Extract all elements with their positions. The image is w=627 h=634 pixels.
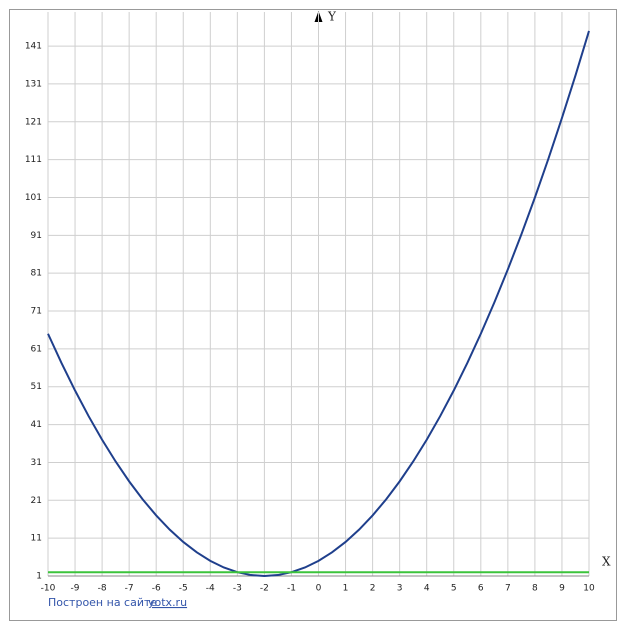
x-tick-label: 2 bbox=[370, 584, 376, 594]
x-tick-label: -9 bbox=[71, 584, 80, 594]
y-tick-label: 11 bbox=[31, 534, 42, 544]
x-axis-label: X bbox=[602, 555, 611, 569]
y-tick-label: 91 bbox=[31, 231, 42, 241]
curve bbox=[47, 30, 590, 578]
x-tick-label: 4 bbox=[424, 584, 430, 594]
x-tick-label: -10 bbox=[41, 584, 56, 594]
y-tick-label: 51 bbox=[31, 382, 42, 392]
y-tick-label: 41 bbox=[31, 420, 42, 430]
x-tick-label: -8 bbox=[98, 584, 107, 594]
y-tick-label: 121 bbox=[25, 117, 42, 127]
y-tick-label: 141 bbox=[25, 42, 42, 52]
footer-text: Построен на сайте bbox=[48, 596, 157, 609]
x-tick-label: 0 bbox=[316, 584, 322, 594]
x-tick-label: -4 bbox=[206, 584, 215, 594]
x-tick-label: -6 bbox=[152, 584, 161, 594]
x-tick-label: 8 bbox=[532, 584, 538, 594]
frame bbox=[9, 9, 617, 621]
y-tick-label: 61 bbox=[31, 344, 42, 354]
y-tick-label: 101 bbox=[25, 193, 42, 203]
y-tick-label: 71 bbox=[31, 307, 42, 317]
x-tick-label: 5 bbox=[451, 584, 457, 594]
y-axis-label: Y bbox=[327, 10, 337, 24]
y-tick-label: 1 bbox=[36, 572, 42, 582]
x-tick-label: 3 bbox=[397, 584, 403, 594]
x-tick-label: -5 bbox=[179, 584, 188, 594]
x-tick-label: 6 bbox=[478, 584, 484, 594]
x-tick-label: 7 bbox=[505, 584, 511, 594]
x-tick-label: 10 bbox=[583, 584, 595, 594]
y-tick-label: 31 bbox=[31, 458, 42, 468]
x-tick-label: -2 bbox=[260, 584, 269, 594]
x-tick-label: -7 bbox=[125, 584, 134, 594]
y-tick-label: 21 bbox=[31, 496, 42, 506]
x-tick-label: 1 bbox=[343, 584, 349, 594]
x-tick-label: -1 bbox=[287, 584, 296, 594]
y-tick-label: 131 bbox=[25, 79, 42, 89]
footer-link[interactable]: yotx.ru bbox=[148, 596, 187, 609]
x-tick-label: 9 bbox=[559, 584, 565, 594]
y-tick-label: 81 bbox=[31, 269, 42, 279]
y-tick-label: 111 bbox=[25, 155, 42, 165]
x-tick-label: -3 bbox=[233, 584, 242, 594]
